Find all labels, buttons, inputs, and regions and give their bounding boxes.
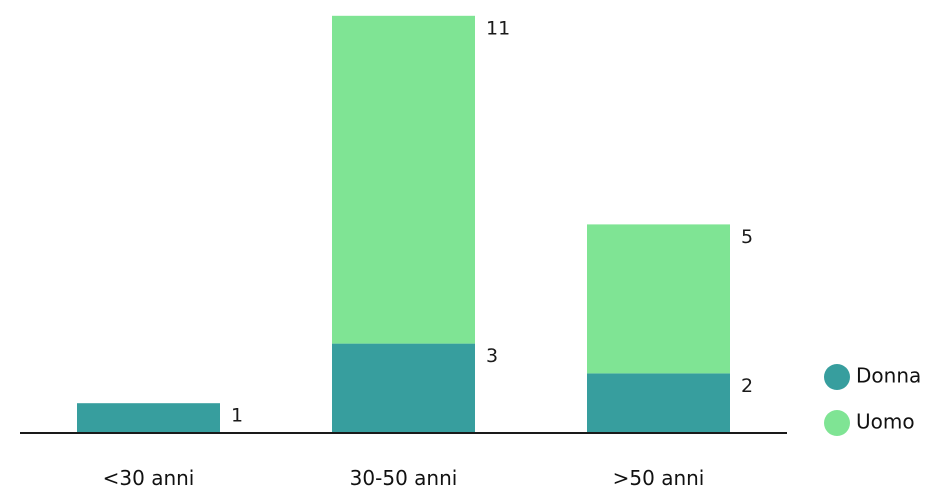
category-labels-layer: <30 anni 30-50 anni >50 anni xyxy=(103,466,705,490)
bar-donna-1 xyxy=(332,343,475,433)
bar-uomo-1 xyxy=(332,15,475,344)
legend-item-donna: Donna xyxy=(824,364,921,390)
category-label-2: >50 anni xyxy=(613,466,705,490)
legend-swatch-uomo xyxy=(824,410,850,436)
category-label-1: 30-50 anni xyxy=(350,466,458,490)
category-label-0: <30 anni xyxy=(103,466,195,490)
legend-label-donna: Donna xyxy=(856,364,921,388)
legend-swatch-donna xyxy=(824,364,850,390)
bars-layer xyxy=(77,15,730,433)
bar-donna-0 xyxy=(77,403,220,433)
legend-label-uomo: Uomo xyxy=(856,410,915,434)
data-label-donna-2: 2 xyxy=(741,375,753,397)
data-label-donna-0: 1 xyxy=(231,405,243,427)
bar-donna-2 xyxy=(587,373,730,433)
bar-uomo-2 xyxy=(587,224,730,374)
legend-item-uomo: Uomo xyxy=(824,410,915,436)
legend: Donna Uomo xyxy=(824,364,921,436)
data-label-uomo-2: 5 xyxy=(741,226,753,248)
data-labels-layer: 1 3 11 2 5 xyxy=(231,17,753,426)
data-label-donna-1: 3 xyxy=(486,345,498,367)
data-label-uomo-1: 11 xyxy=(486,17,510,39)
